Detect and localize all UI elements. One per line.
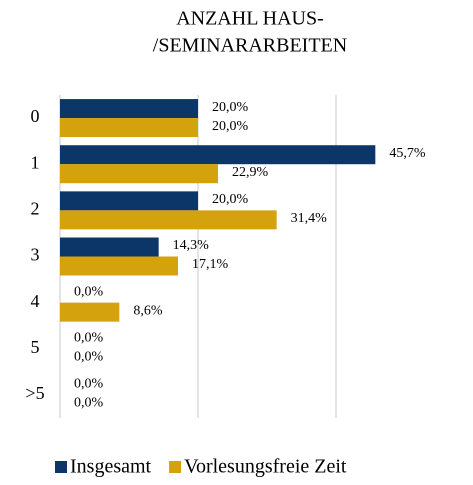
chart-title: /SEMINARARBEITEN <box>153 35 347 57</box>
chart-title: ANZAHL HAUS- <box>176 8 324 30</box>
legend-label: Vorlesungsfreie Zeit <box>184 456 347 478</box>
data-label: 14,3% <box>173 238 210 253</box>
data-label: 17,1% <box>192 257 229 272</box>
legend-label: Insgesamt <box>70 456 152 478</box>
y-tick-label: >5 <box>25 383 44 403</box>
data-label: 20,0% <box>212 119 249 134</box>
data-label: 31,4% <box>291 211 328 226</box>
bar <box>60 256 178 276</box>
bar <box>60 118 198 138</box>
data-label: 20,0% <box>212 192 249 207</box>
y-tick-label: 0 <box>31 106 40 126</box>
bar <box>60 191 198 211</box>
data-label: 0,0% <box>74 331 104 346</box>
y-tick-label: 5 <box>31 337 40 357</box>
bar <box>60 210 277 230</box>
bar <box>60 237 159 257</box>
y-tick-label: 2 <box>31 198 40 218</box>
data-label: 0,0% <box>74 284 104 299</box>
data-label: 0,0% <box>74 377 104 392</box>
data-label: 0,0% <box>74 396 104 411</box>
bar <box>60 99 198 119</box>
y-tick-label: 1 <box>31 152 40 172</box>
bar <box>60 145 376 165</box>
data-label: 20,0% <box>212 100 249 115</box>
legend-swatch <box>55 461 67 473</box>
y-tick-label: 4 <box>31 291 40 311</box>
legend-swatch <box>169 461 182 473</box>
y-tick-label: 3 <box>31 245 40 265</box>
bar <box>60 302 120 322</box>
bar <box>60 164 219 184</box>
data-label: 0,0% <box>74 350 104 365</box>
data-label: 8,6% <box>133 303 163 318</box>
data-label: 45,7% <box>389 146 426 161</box>
data-label: 22,9% <box>232 165 269 180</box>
